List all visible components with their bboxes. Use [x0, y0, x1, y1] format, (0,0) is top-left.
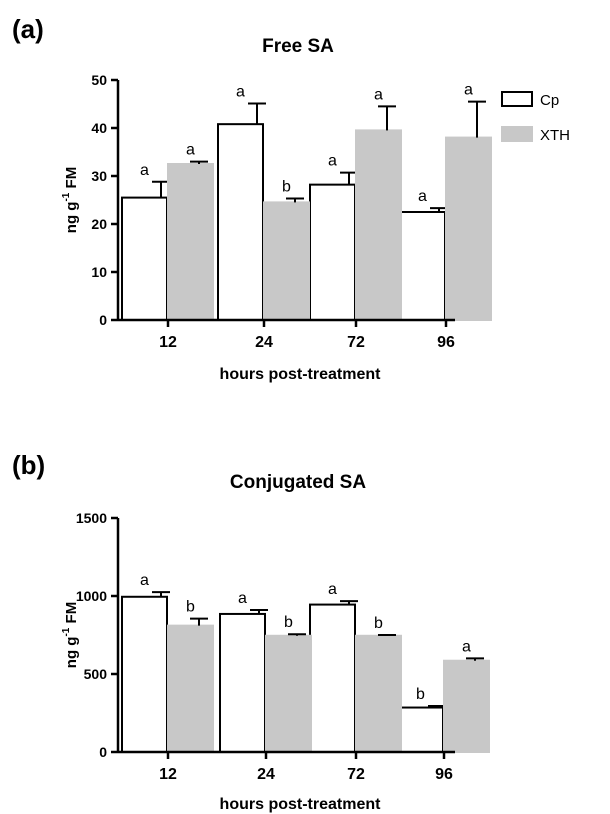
bar-Cp-24 — [219, 612, 266, 753]
y-axis-title-sup: -1 — [61, 627, 72, 636]
y-axis-title: ng g-1 FM — [61, 602, 80, 668]
significance-letter: a — [462, 638, 471, 655]
significance-letter: b — [416, 686, 425, 703]
legend-swatch-XTH — [501, 126, 533, 142]
significance-letter: a — [140, 572, 149, 589]
bar-XTH-96 — [443, 659, 490, 753]
x-axis-title: hours post-treatment — [220, 366, 382, 383]
bar-Cp-72 — [309, 603, 356, 754]
significance-letter: a — [464, 82, 473, 99]
y-tick-label: 1000 — [76, 588, 107, 604]
chart-panel-1: (a) Free SA 0 10 20 30 40 50 ng g-1 FM a a a a a b a 12 2… — [12, 14, 492, 383]
x-tick-label: 72 — [347, 334, 365, 351]
legend: Cp XTH — [501, 91, 570, 144]
y-tick-label: 20 — [91, 216, 107, 232]
x-tick-label: 24 — [257, 766, 275, 783]
bar-XTH-24 — [265, 634, 312, 754]
significance-letter: a — [374, 86, 383, 103]
bar-XTH-72 — [355, 634, 402, 754]
panel-label: (a) — [12, 14, 44, 44]
y-tick-label: 40 — [91, 120, 107, 136]
bar-Cp-12 — [121, 595, 168, 754]
significance-letter: a — [418, 188, 427, 205]
y-axis-title-tail: FM — [63, 167, 80, 193]
bar-Cp-96 — [397, 706, 444, 753]
y-axis-title-main: ng g — [63, 637, 80, 669]
panel-label: (b) — [12, 450, 45, 480]
legend-swatch-Cp — [501, 91, 533, 107]
x-tick-label: 72 — [347, 766, 365, 783]
y-axis-title: ng g-1 FM — [61, 167, 80, 233]
chart-panel-2: (b) Conjugated SA 0 500 1000 1500 ng g-1 FM a a a… — [12, 450, 490, 813]
x-axis-title: hours post-treatment — [220, 796, 382, 813]
significance-letter: b — [284, 614, 293, 631]
significance-letter: a — [186, 142, 195, 159]
y-axis-title-main: ng g — [63, 202, 80, 234]
bar-XTH-12 — [167, 624, 214, 754]
bar-XTH-12 — [167, 163, 214, 321]
y-tick-label: 30 — [91, 168, 107, 184]
bar-Cp-12 — [121, 196, 168, 322]
y-axis-title-sup: -1 — [61, 192, 72, 201]
bar-Cp-96 — [399, 211, 446, 321]
x-tick-label: 12 — [159, 334, 177, 351]
y-tick-label: 0 — [99, 312, 107, 328]
significance-letter: a — [328, 581, 337, 598]
y-tick-label: 1500 — [76, 510, 107, 526]
significance-letter: b — [282, 179, 291, 196]
y-axis-title-tail: FM — [63, 602, 80, 628]
bar-Cp-72 — [309, 183, 356, 321]
significance-letter: b — [186, 599, 195, 616]
legend-label: Cp — [540, 92, 559, 109]
x-tick-label: 24 — [255, 334, 273, 351]
significance-letter: a — [140, 162, 149, 179]
y-tick-label: 10 — [91, 264, 107, 280]
significance-letter: a — [328, 153, 337, 170]
significance-letter: a — [238, 590, 247, 607]
chart-title: Free SA — [262, 36, 334, 57]
y-tick-label: 50 — [91, 72, 107, 88]
bar-XTH-96 — [445, 136, 492, 321]
chart-title: Conjugated SA — [230, 472, 366, 493]
significance-letter: a — [236, 84, 245, 101]
x-tick-label: 96 — [435, 766, 453, 783]
bar-Cp-24 — [217, 123, 264, 321]
bar-XTH-72 — [355, 129, 402, 321]
y-tick-label: 500 — [84, 666, 108, 682]
legend-label: XTH — [540, 127, 570, 144]
y-tick-label: 0 — [99, 744, 107, 760]
significance-letter: b — [374, 615, 383, 632]
x-tick-label: 12 — [159, 766, 177, 783]
bar-XTH-24 — [263, 201, 310, 321]
x-tick-label: 96 — [437, 334, 455, 351]
